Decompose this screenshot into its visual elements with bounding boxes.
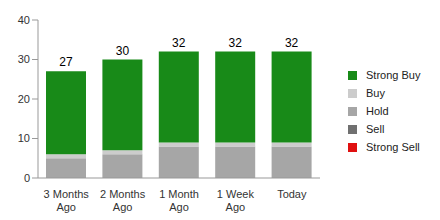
- svg-text:0: 0: [24, 172, 30, 184]
- svg-text:Ago: Ago: [56, 201, 76, 213]
- svg-text:Ago: Ago: [169, 201, 189, 213]
- html-text:Strong Buy: Strong Buy: [366, 69, 421, 81]
- html-text:Buy: Buy: [366, 87, 385, 99]
- html-text:Hold: Hold: [366, 105, 389, 117]
- svg-text:1 Month: 1 Month: [159, 188, 199, 200]
- html-text:Strong Sell: Strong Sell: [366, 141, 420, 153]
- svg-text:32: 32: [172, 36, 186, 50]
- svg-text:10: 10: [18, 132, 30, 144]
- svg-text:2 Months: 2 Months: [100, 188, 146, 200]
- svg-text:Ago: Ago: [113, 201, 133, 213]
- svg-text:27: 27: [59, 55, 73, 69]
- svg-text:20: 20: [18, 93, 30, 105]
- svg-text:3 Months: 3 Months: [44, 188, 90, 200]
- svg-text:32: 32: [229, 36, 243, 50]
- html-text:Sell: Sell: [366, 123, 385, 135]
- svg-text:1 Week: 1 Week: [217, 188, 255, 200]
- svg-text:40: 40: [18, 14, 30, 26]
- svg-text:30: 30: [18, 53, 30, 65]
- svg-text:Today: Today: [277, 188, 307, 200]
- svg-text:Ago: Ago: [226, 201, 246, 213]
- svg-text:32: 32: [285, 36, 299, 50]
- svg-text:30: 30: [116, 44, 130, 58]
